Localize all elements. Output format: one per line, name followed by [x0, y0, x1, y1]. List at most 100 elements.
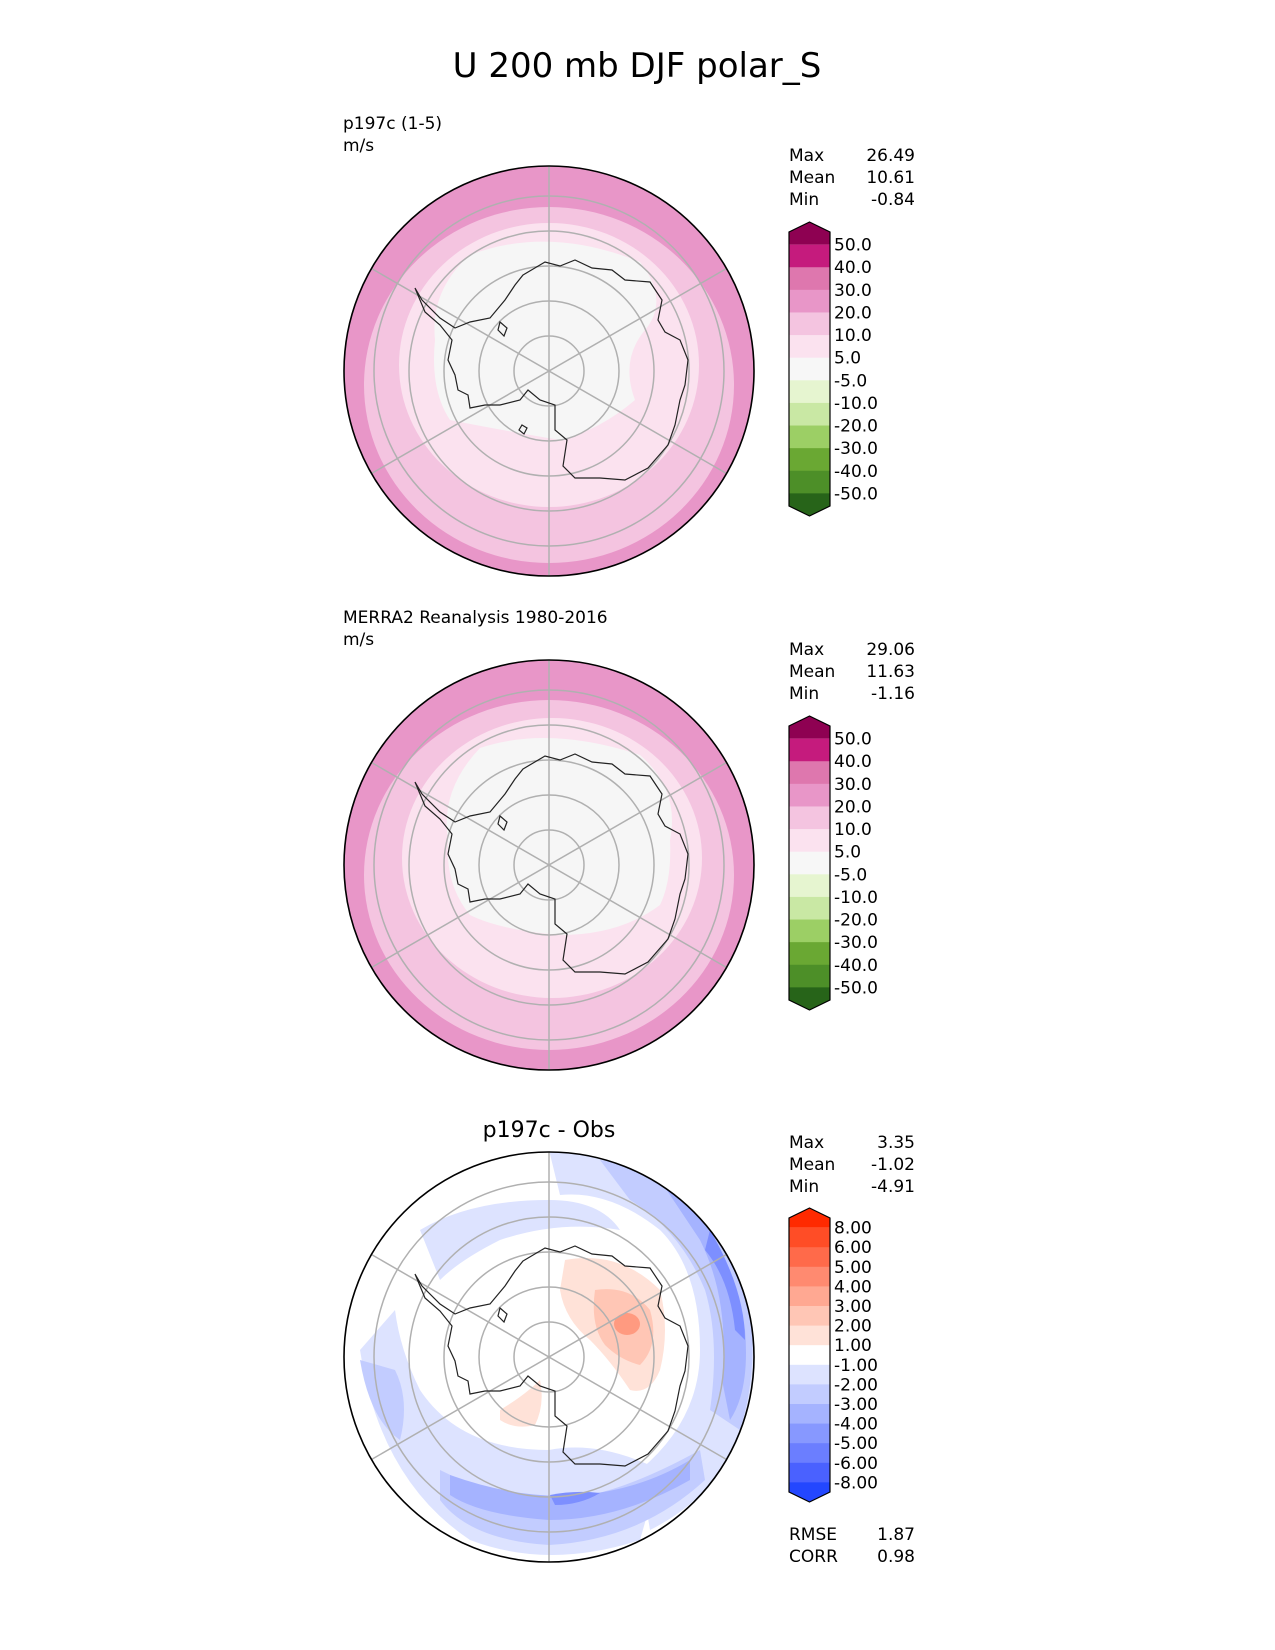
colorbar-segment — [789, 380, 830, 404]
colorbar-tick-label: 50.0 — [834, 730, 872, 750]
band-minus2-3-south — [440, 1450, 705, 1545]
panel-title: p197c (1-5) — [343, 114, 442, 134]
interior-region — [434, 241, 657, 440]
colorbar-tick-label: 40.0 — [834, 258, 872, 278]
panel-title: p197c - Obs — [483, 1118, 616, 1143]
colorbar-segment — [789, 829, 830, 853]
panel-diff: p197c - Obs — [343, 1118, 915, 1567]
colorbar-segment — [789, 919, 830, 943]
stat-label: Mean — [789, 662, 835, 682]
error-stats-box: RMSE 1.87 CORR 0.98 — [789, 1525, 915, 1567]
panel-units: m/s — [343, 136, 374, 156]
colorbar-segment — [789, 1227, 830, 1248]
island — [518, 424, 528, 435]
colorbar-segment — [789, 1443, 830, 1464]
colorbar-segment — [789, 1266, 830, 1287]
colorbar-tick-label: -1.00 — [834, 1356, 878, 1376]
colorbar-segment — [789, 335, 830, 359]
colorbar-tick-label: 5.00 — [834, 1258, 872, 1278]
colorbar-tick-label: -5.0 — [834, 371, 867, 391]
colorbar-segment — [789, 783, 830, 807]
stat-value: -1.02 — [871, 1155, 915, 1175]
colorbar-extend-max — [789, 222, 830, 245]
band-minus4-5-east — [705, 1230, 745, 1340]
colorbar-tick-label: -5.00 — [834, 1434, 878, 1454]
band-minus1-2-north — [420, 1200, 620, 1280]
colorbar-tick-label: -2.00 — [834, 1375, 878, 1395]
colorbar-segment — [789, 402, 830, 427]
colorbar-tick-label: 30.0 — [834, 775, 872, 795]
colorbar-tick-label: 10.0 — [834, 326, 872, 346]
graticule — [371, 166, 727, 576]
colorbar-segment — [789, 357, 830, 381]
graticule — [371, 1152, 727, 1562]
stat-label: Max — [789, 146, 824, 166]
stat-value: 29.06 — [866, 640, 915, 660]
colorbar-tick-label: -5.0 — [834, 865, 867, 885]
colorbar-tick-label: 8.00 — [834, 1219, 872, 1239]
panel-model: p197c (1-5) m/s — [343, 114, 915, 577]
colorbar-tick-label: 2.00 — [834, 1317, 872, 1337]
colorbar-segment — [789, 1423, 830, 1444]
colorbar-segment — [789, 1404, 830, 1425]
polar-map — [344, 660, 754, 1070]
stat-value: 11.63 — [866, 662, 915, 682]
colorbar-segment — [789, 806, 830, 830]
colorbar-segment — [789, 312, 830, 336]
band-minus2-3-west — [360, 1360, 404, 1440]
meridian — [371, 1253, 727, 1461]
map-border — [343, 1151, 755, 1563]
colorbar-tick-label: 20.0 — [834, 797, 872, 817]
colorbar-tick-label: -10.0 — [834, 888, 878, 908]
colorbar-tick-label: 3.00 — [834, 1297, 872, 1317]
colorbar-tick-label: -50.0 — [834, 484, 878, 504]
colorbar-tick-label: 5.0 — [834, 349, 861, 369]
colorbar-tick-label: -20.0 — [834, 417, 878, 437]
colorbar-tick-label: -6.00 — [834, 1454, 878, 1474]
colorbar-tick-label: -40.0 — [834, 956, 878, 976]
stat-value: 26.49 — [866, 146, 915, 166]
colorbar-tick-label: -10.0 — [834, 394, 878, 414]
island — [497, 814, 508, 832]
colorbar-tick-label: -30.0 — [834, 933, 878, 953]
interior-region — [446, 738, 672, 935]
colorbar-segment — [789, 1247, 830, 1268]
panel-obs: MERRA2 Reanalysis 1980-2016 m/s — [343, 608, 915, 1071]
island — [497, 320, 508, 338]
colorbar-segment — [789, 267, 830, 291]
colorbar-tick-label: 50.0 — [834, 236, 872, 256]
colorbar-segment — [789, 942, 830, 966]
colorbar: 50.040.0 30.020.0 10.0 5.0-5.0 -10.0 -20.0-30… — [788, 715, 878, 1011]
band-minus4-5-south — [550, 1491, 600, 1505]
colorbar-segment — [789, 1325, 830, 1346]
polar-map — [344, 1152, 754, 1562]
map-border — [343, 165, 755, 577]
colorbar-extend-min — [789, 493, 830, 516]
colorbar-tick-label: -20.0 — [834, 911, 878, 931]
colorbar-outline — [788, 715, 831, 1011]
colorbar-segment — [789, 1384, 830, 1405]
stats-box: Max 29.06 Mean 11.63 Min -1.16 — [789, 640, 915, 704]
colorbar-segment — [789, 470, 830, 494]
stat-label: Min — [789, 1177, 819, 1197]
stat-label: Mean — [789, 1155, 835, 1175]
stat-value: -0.84 — [871, 190, 915, 210]
colorbar-tick-label: -30.0 — [834, 439, 878, 459]
colorbar-segment — [789, 448, 830, 472]
colorbar-tick-label: -40.0 — [834, 462, 878, 482]
graticule — [371, 660, 727, 1070]
colorbar: 50.040.0 30.020.0 10.0 5.0-5.0 -10.0 -20.0-30… — [788, 221, 878, 517]
colorbar-tick-label: 5.0 — [834, 843, 861, 863]
panel-units: m/s — [343, 630, 374, 650]
island — [497, 1306, 508, 1324]
stat-label: RMSE — [789, 1525, 837, 1545]
stat-label: CORR — [789, 1547, 838, 1567]
band-minus3-4-south — [450, 1460, 690, 1520]
stat-value: 10.61 — [866, 168, 915, 188]
colorbar-tick-label: -50.0 — [834, 978, 878, 998]
stat-value: -1.16 — [871, 684, 915, 704]
polar-map — [344, 166, 754, 576]
colorbar-tick-label: 40.0 — [834, 752, 872, 772]
figure-title: U 200 mb DJF polar_S — [453, 46, 822, 86]
